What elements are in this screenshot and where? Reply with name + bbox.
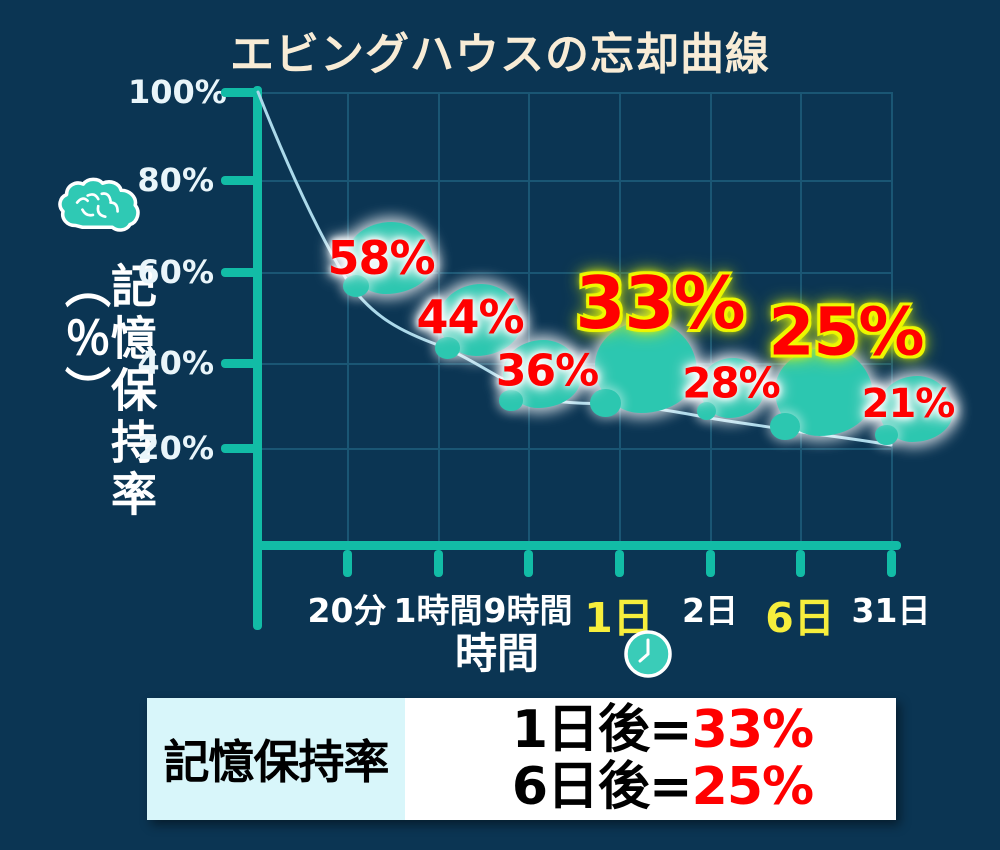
y-tick-40: 40% [137,344,214,382]
x-tickmark-1h [434,550,443,577]
x-axis-title: 時間 [455,629,540,678]
summary-box: 記憶保持率 1日後=33% 6日後=25% [147,698,896,820]
page-title: エビングハウスの忘却曲線 [230,29,770,80]
value-label-1d: 33% [575,261,745,345]
x-axis-line [253,541,901,550]
value-label-20min: 58% [327,231,435,285]
y-tick-100: 100% [128,73,227,111]
value-label-9h: 36% [495,345,599,397]
summary-row-6day-prefix: 6日後= [511,757,693,817]
gridline-v-6d [800,92,802,541]
y-tickmark-60 [221,268,262,277]
brain-icon [58,177,140,232]
x-tickmark-6d [796,550,805,577]
y-tick-80: 80% [137,161,214,199]
gridline-v-20min [347,92,349,541]
y-tickmark-80 [221,176,262,185]
value-label-1h: 44% [416,290,524,344]
summary-row-6day-value: 25% [691,757,814,817]
bubble-20min [342,222,433,297]
y-tick-20: 20% [137,429,214,467]
value-label-31d: 21% [861,381,956,427]
summary-row-1day-prefix: 1日後= [511,699,693,760]
bubble-1d [589,321,697,417]
x-tick-6d: 6日 [765,594,835,642]
bubble-1h [434,284,521,359]
y-tickmark-100 [221,88,262,97]
clock-icon [624,630,672,678]
summary-box-label: 記憶保持率 [147,698,405,820]
summary-row-1day: 1日後=33% [511,699,814,760]
x-tick-1h: 1時間 [393,591,483,630]
gridline-v-31d [891,92,893,541]
x-tick-31d: 31日 [851,591,931,630]
bubble-31d [875,376,953,445]
value-label-6d: 25% [768,293,925,371]
bubble-2d [696,358,764,421]
x-tickmark-31d [887,550,896,577]
bubble-6d [770,348,873,440]
x-tick-20min: 20分 [307,591,387,630]
gridline-v-9h [528,92,530,541]
x-tick-9h: 9時間 [483,591,573,630]
y-tick-60: 60% [137,253,214,291]
gridline-v-1d [619,92,621,541]
y-tickmark-40 [221,359,262,368]
x-tickmark-9h [524,550,533,577]
summary-row-6day: 6日後=25% [511,757,814,817]
y-tickmark-20 [221,444,262,453]
gridline-h-60 [262,272,891,274]
x-tickmark-1d [615,550,624,577]
summary-box-values: 1日後=33% 6日後=25% [405,698,896,820]
gridline-h-100 [262,92,891,94]
x-tickmark-2d [706,550,715,577]
y-axis-title: 記憶保持率（％） [58,262,158,522]
summary-row-1day-value: 33% [691,699,814,760]
gridline-h-80 [262,180,891,182]
bubble-9h [499,340,581,411]
value-label-2d: 28% [682,358,781,408]
x-tickmark-20min [343,550,352,577]
x-tick-2d: 2日 [682,591,738,630]
y-axis-line [253,86,262,630]
gridline-v-2d [710,92,712,541]
gridline-h-20 [262,448,891,450]
